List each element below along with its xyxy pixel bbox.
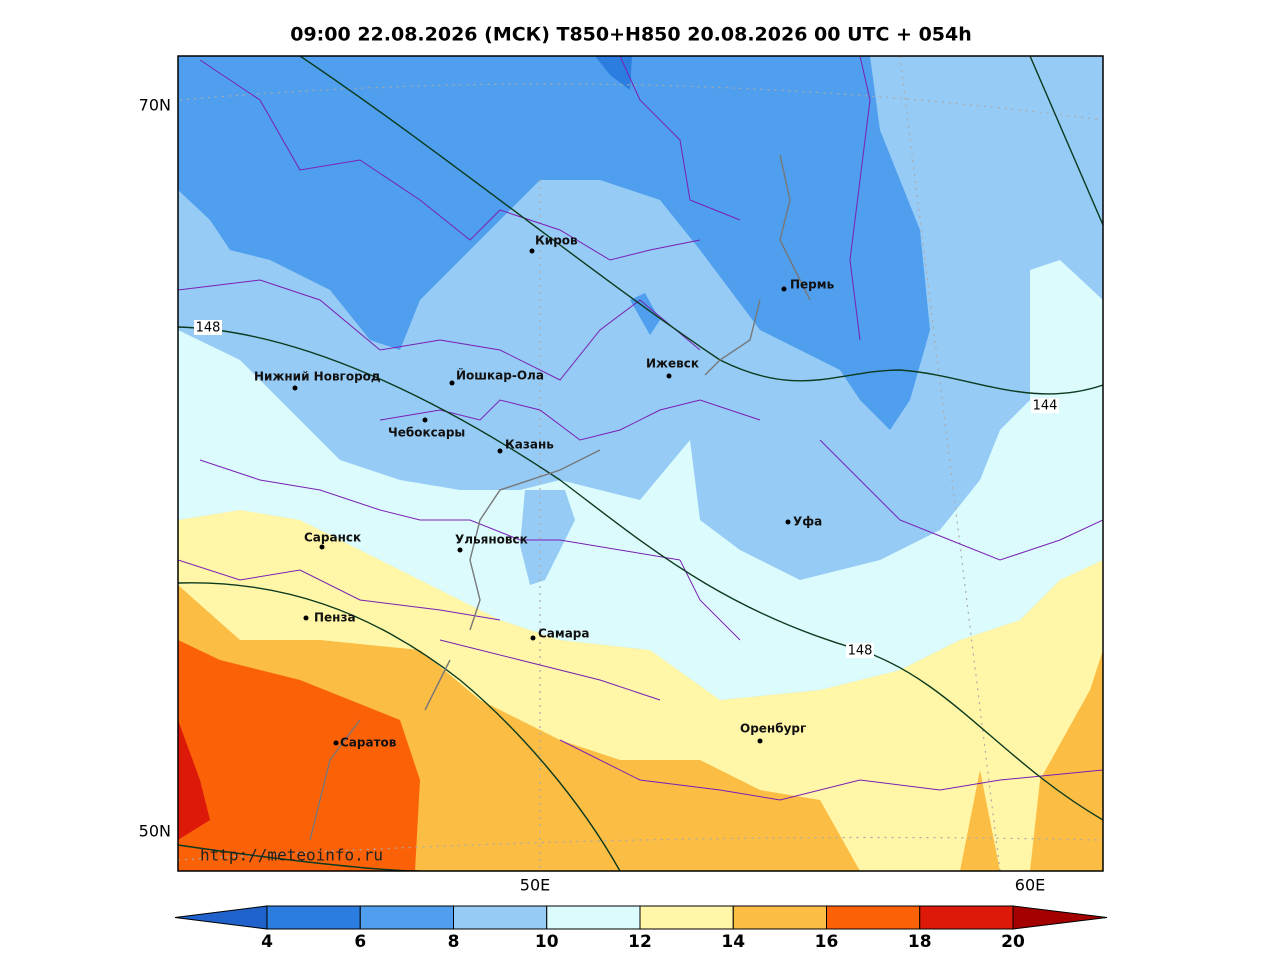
colorbar-tick-label: 10 <box>535 932 559 952</box>
city-marker <box>781 286 787 292</box>
colorbar-tick-label: 16 <box>815 932 839 952</box>
city-label: Нижний Новгород <box>254 370 381 384</box>
city-label: Ульяновск <box>455 533 528 547</box>
colorbar-tick-label: 8 <box>448 932 460 952</box>
field-8-10 <box>520 490 575 585</box>
isohypse <box>178 326 1103 821</box>
city-label: Казань <box>505 438 554 452</box>
city-label: Ижевск <box>646 357 699 371</box>
city-label: Самара <box>538 627 590 641</box>
field-18-20 <box>178 720 210 840</box>
colorbar-tick-label: 6 <box>354 932 366 952</box>
colorbar-extend-low <box>174 905 268 930</box>
city-marker <box>457 547 463 553</box>
colorbar-segment <box>453 905 548 930</box>
city-marker <box>303 615 309 621</box>
city-label: Оренбург <box>740 722 806 736</box>
contour-label-bg <box>194 320 222 335</box>
city-label: Саратов <box>340 736 397 750</box>
colorbar-segment <box>639 905 734 930</box>
colorbar-segment <box>732 905 827 930</box>
contour-label-bg <box>1031 398 1059 413</box>
map-title: 09:00 22.08.2026 (МСК) T850+H850 20.08.2… <box>290 24 972 46</box>
city-marker <box>529 248 535 254</box>
field-14-16 <box>1030 650 1103 871</box>
grid-line <box>178 56 1103 871</box>
colorbar: 4 6 8 10 12 14 16 18 20 <box>174 905 1108 952</box>
city-marker <box>497 448 503 454</box>
city-marker <box>785 519 791 525</box>
city-marker <box>333 740 339 746</box>
contour-label: 144 <box>1033 399 1058 414</box>
field-14-16 <box>960 770 1000 871</box>
field-16-18 <box>178 640 420 871</box>
city-label: Пенза <box>314 611 356 625</box>
cities: Киров Пермь Нижний Новгород Йошкар-Ола Ижевс… <box>254 234 835 750</box>
contour-label-bg <box>846 643 874 658</box>
river <box>309 154 811 841</box>
field-4-6 <box>595 56 632 90</box>
lat-label: 50N <box>139 822 171 841</box>
map-area: 148 144 148 Киров Пермь Нижний Новгород Йош… <box>139 55 1104 895</box>
colorbar-segment <box>359 905 454 930</box>
field-6-8 <box>178 56 930 430</box>
city-marker <box>319 544 325 550</box>
region-border <box>178 56 1103 801</box>
field-10-12 <box>178 260 1103 700</box>
colorbar-segment <box>826 905 921 930</box>
city-label: Уфа <box>793 515 822 529</box>
isohypse <box>178 582 621 871</box>
colorbar-segment <box>546 905 641 930</box>
lat-label: 70N <box>139 96 171 115</box>
colorbar-tick-label: 12 <box>628 932 652 952</box>
city-marker <box>530 635 536 641</box>
contour-label: 148 <box>196 321 221 336</box>
lon-label: 60E <box>1015 876 1045 895</box>
city-marker <box>422 417 428 423</box>
colorbar-tick-label: 20 <box>1001 932 1025 952</box>
city-marker <box>666 373 672 379</box>
colorbar-extend-high <box>1012 905 1108 930</box>
field-6-8 <box>630 293 660 335</box>
colorbar-tick-label: 18 <box>908 932 932 952</box>
map-frame <box>177 55 1104 872</box>
credit: http://meteoinfo.ru <box>200 846 383 865</box>
city-label: Пермь <box>790 278 835 292</box>
colorbar-tick-label: 4 <box>261 932 273 952</box>
isohypse <box>1029 56 1103 226</box>
city-label: Саранск <box>304 531 361 545</box>
city-marker <box>757 738 763 744</box>
contour-label: 148 <box>848 644 873 659</box>
city-label: Киров <box>535 234 578 248</box>
city-marker <box>449 380 455 386</box>
city-label: Чебоксары <box>388 426 465 440</box>
colorbar-tick-label: 14 <box>721 932 745 952</box>
city-marker <box>292 385 298 391</box>
colorbar-segment <box>266 905 361 930</box>
city-label: Йошкар-Ола <box>456 368 544 383</box>
colorbar-segment <box>919 905 1014 930</box>
isohypse <box>299 56 1103 395</box>
lon-label: 50E <box>520 876 550 895</box>
